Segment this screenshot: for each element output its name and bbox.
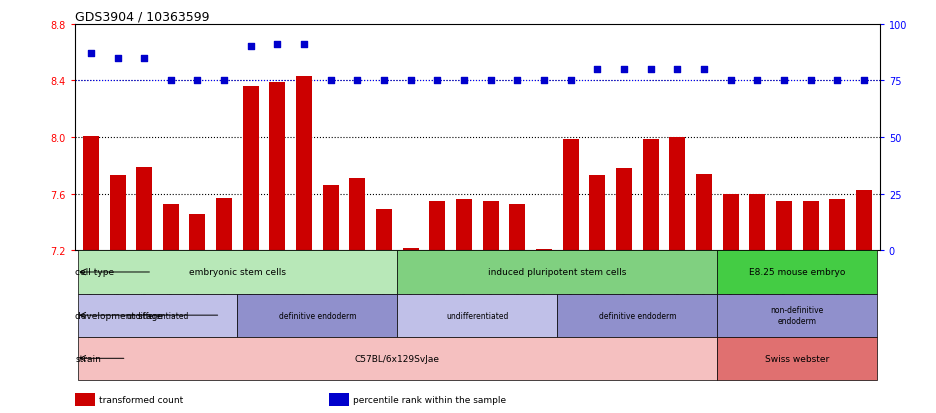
Point: [190, 78, 205, 85]
Point: [536, 78, 551, 85]
Bar: [456, 200, 472, 251]
Text: definitive endoderm: definitive endoderm: [598, 311, 676, 320]
Point: [643, 66, 658, 73]
Bar: [75, 393, 95, 406]
Text: undifferentiated: undifferentiated: [446, 311, 508, 320]
Point: [829, 78, 844, 85]
FancyBboxPatch shape: [717, 337, 877, 380]
Bar: [563, 139, 578, 251]
FancyBboxPatch shape: [238, 294, 398, 337]
Point: [590, 66, 605, 73]
Bar: [430, 202, 446, 251]
Bar: [136, 167, 153, 251]
Bar: [616, 169, 632, 251]
Bar: [83, 136, 99, 251]
FancyBboxPatch shape: [78, 337, 717, 380]
Point: [110, 55, 125, 62]
Bar: [296, 77, 312, 251]
Bar: [189, 214, 206, 251]
Text: GDS3904 / 10363599: GDS3904 / 10363599: [75, 11, 210, 24]
Bar: [829, 200, 845, 251]
Point: [350, 78, 365, 85]
Bar: [270, 83, 285, 251]
Text: Swiss webster: Swiss webster: [765, 354, 829, 363]
Point: [696, 66, 711, 73]
Point: [510, 78, 525, 85]
FancyBboxPatch shape: [78, 294, 238, 337]
Point: [563, 78, 578, 85]
Bar: [509, 204, 525, 251]
Bar: [110, 176, 125, 251]
Bar: [216, 199, 232, 251]
Text: percentile rank within the sample: percentile rank within the sample: [353, 395, 506, 404]
Text: non-definitive
endoderm: non-definitive endoderm: [770, 306, 824, 325]
Point: [323, 78, 338, 85]
Bar: [242, 87, 258, 251]
Point: [376, 78, 391, 85]
FancyBboxPatch shape: [78, 251, 398, 294]
Bar: [696, 175, 712, 251]
Text: E8.25 mouse embryo: E8.25 mouse embryo: [749, 268, 845, 277]
Point: [137, 55, 152, 62]
Bar: [402, 248, 418, 251]
Point: [856, 78, 871, 85]
Point: [750, 78, 765, 85]
Bar: [163, 204, 179, 251]
Bar: [536, 249, 552, 251]
FancyBboxPatch shape: [717, 251, 877, 294]
Bar: [723, 194, 739, 251]
Point: [297, 42, 312, 48]
Bar: [802, 202, 819, 251]
Bar: [376, 210, 392, 251]
Text: transformed count: transformed count: [99, 395, 183, 404]
Bar: [483, 202, 499, 251]
FancyBboxPatch shape: [557, 294, 717, 337]
Point: [670, 66, 685, 73]
FancyBboxPatch shape: [398, 294, 557, 337]
Bar: [329, 393, 349, 406]
Bar: [349, 179, 365, 251]
Point: [216, 78, 231, 85]
Point: [270, 42, 285, 48]
Bar: [590, 176, 606, 251]
Bar: [749, 194, 766, 251]
Bar: [669, 138, 685, 251]
Point: [803, 78, 818, 85]
Point: [403, 78, 418, 85]
Text: C57BL/6x129SvJae: C57BL/6x129SvJae: [355, 354, 440, 363]
Point: [243, 44, 258, 51]
Point: [430, 78, 445, 85]
Text: cell type: cell type: [76, 268, 114, 277]
Bar: [776, 202, 792, 251]
FancyBboxPatch shape: [398, 251, 717, 294]
Text: induced pluripotent stem cells: induced pluripotent stem cells: [489, 268, 626, 277]
Text: strain: strain: [76, 354, 101, 363]
Text: definitive endoderm: definitive endoderm: [279, 311, 357, 320]
Point: [776, 78, 791, 85]
Point: [724, 78, 739, 85]
Point: [483, 78, 498, 85]
Text: development stage: development stage: [76, 311, 164, 320]
FancyBboxPatch shape: [717, 294, 877, 337]
Point: [164, 78, 179, 85]
Text: embryonic stem cells: embryonic stem cells: [189, 268, 286, 277]
Point: [617, 66, 632, 73]
Text: undifferentiated: undifferentiated: [126, 311, 189, 320]
Point: [457, 78, 472, 85]
Bar: [856, 190, 871, 251]
Bar: [323, 186, 339, 251]
Point: [83, 51, 98, 57]
Bar: [643, 139, 659, 251]
